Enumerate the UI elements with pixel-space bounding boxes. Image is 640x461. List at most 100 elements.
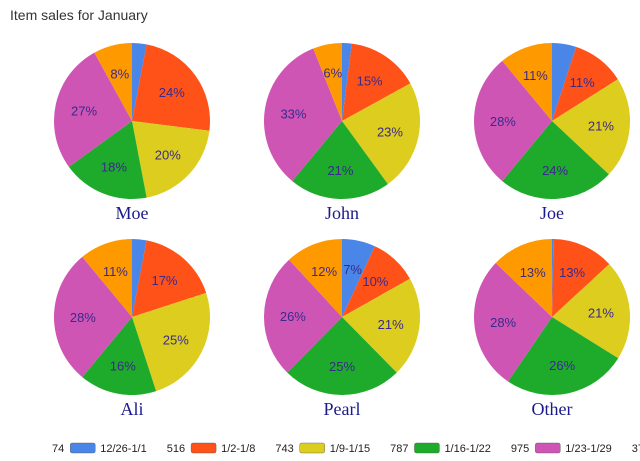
pie-slice[interactable] xyxy=(53,256,132,378)
slice-label: 26% xyxy=(549,358,575,373)
pie-joe: 11% 21% 24% 28% 11% Joe xyxy=(474,43,630,223)
slice-label: 21% xyxy=(588,119,614,134)
pie-slice[interactable] xyxy=(502,43,552,121)
slice-label: 33% xyxy=(280,106,306,121)
legend-total: 74 xyxy=(52,443,64,455)
slice-label: 20% xyxy=(155,148,181,163)
legend-item[interactable]: 743 1/9-1/15 xyxy=(275,442,370,455)
pie-slice[interactable] xyxy=(552,239,554,317)
pie-slice[interactable] xyxy=(502,121,609,200)
pie-slice[interactable] xyxy=(132,43,147,121)
legend-total: 374 xyxy=(632,443,640,455)
pie-slice[interactable] xyxy=(474,60,552,182)
pie-slice[interactable] xyxy=(342,43,352,121)
legend-swatch xyxy=(299,442,325,454)
legend-label: 1/16-1/22 xyxy=(444,443,490,455)
slice-label: 21% xyxy=(378,317,404,332)
pie-name: Other xyxy=(532,399,573,419)
slice-label: 13% xyxy=(520,265,546,280)
legend: 74 12/26-1/1 516 1/2-1/8 743 1/9-1/15 787 1/16-… xyxy=(52,442,640,455)
slice-label: 21% xyxy=(327,163,353,178)
slice-label: 12% xyxy=(311,264,337,279)
legend-item[interactable]: 3741/30-2/5 xyxy=(632,443,640,455)
legend-total: 975 xyxy=(511,443,529,455)
pie-slice[interactable] xyxy=(552,79,630,175)
slice-label: 24% xyxy=(159,85,185,100)
pie-slice[interactable] xyxy=(552,239,610,317)
pie-slice[interactable] xyxy=(292,121,388,200)
pie-moe: 24% 20% 18% 27% 8% Moe xyxy=(53,43,210,223)
legend-total: 743 xyxy=(275,443,293,455)
pie-slice[interactable] xyxy=(94,43,132,121)
slice-label: 23% xyxy=(377,125,403,140)
slice-label: 13% xyxy=(559,265,585,280)
pie-slice[interactable] xyxy=(68,121,147,199)
slice-label: 25% xyxy=(163,332,189,347)
slice-label: 28% xyxy=(70,310,96,325)
legend-swatch xyxy=(70,442,96,454)
pie-slice[interactable] xyxy=(263,259,342,373)
pie-slice[interactable] xyxy=(82,239,132,317)
slice-label: 6% xyxy=(323,66,342,81)
pie-name: Moe xyxy=(116,203,149,223)
pie-slice[interactable] xyxy=(342,246,410,317)
pie-ali: 17% 25% 16% 28% 11% Ali xyxy=(53,239,210,419)
legend-label: 1/23-1/29 xyxy=(565,443,611,455)
slice-label: 18% xyxy=(101,160,127,175)
pie-slice[interactable] xyxy=(552,43,577,121)
slice-label: 28% xyxy=(490,315,516,330)
slice-label: 25% xyxy=(329,359,355,374)
pie-slice[interactable] xyxy=(287,317,397,396)
slice-label: 10% xyxy=(362,274,388,289)
slice-label: 11% xyxy=(523,68,548,83)
pie-slice[interactable] xyxy=(263,48,342,182)
pie-slice[interactable] xyxy=(508,317,619,395)
legend-total: 787 xyxy=(390,443,408,455)
slice-label: 21% xyxy=(588,305,614,320)
pie-name: Joe xyxy=(540,203,564,223)
slice-label: 11% xyxy=(103,264,128,279)
pie-slice[interactable] xyxy=(289,239,342,317)
legend-item[interactable]: 516 1/2-1/8 xyxy=(167,442,256,455)
pie-slice[interactable] xyxy=(132,240,207,317)
pie-slice[interactable] xyxy=(53,52,132,167)
slice-label: 11% xyxy=(570,75,595,90)
slice-label: 26% xyxy=(280,309,306,324)
pie-slice[interactable] xyxy=(313,43,342,121)
pie-slice[interactable] xyxy=(552,264,631,359)
slice-label: 15% xyxy=(357,73,383,88)
slice-label: 17% xyxy=(151,273,177,288)
legend-item[interactable]: 74 12/26-1/1 xyxy=(52,442,147,455)
legend-item[interactable]: 787 1/16-1/22 xyxy=(390,442,491,455)
legend-swatch xyxy=(535,442,561,454)
pie-slice[interactable] xyxy=(132,239,147,317)
pie-slice[interactable] xyxy=(552,46,618,121)
legend-total: 516 xyxy=(167,443,185,455)
slice-label: 24% xyxy=(542,163,568,178)
pie-name: John xyxy=(325,203,359,223)
legend-label: 1/9-1/15 xyxy=(330,443,370,455)
pie-pearl: 7%10% 21% 25% 26% 12% Pearl xyxy=(263,239,421,419)
pie-name: Pearl xyxy=(324,399,361,419)
pie-slice[interactable] xyxy=(342,239,375,317)
pie-slice[interactable] xyxy=(473,263,552,382)
slice-label: 27% xyxy=(71,103,97,118)
pie-slice[interactable] xyxy=(132,121,210,198)
legend-label: 12/26-1/1 xyxy=(100,443,146,455)
pie-slice[interactable] xyxy=(132,292,210,392)
pie-john: 15% 23% 21% 33% 6% John xyxy=(263,43,420,223)
pie-slice[interactable] xyxy=(342,278,421,373)
legend-item[interactable]: 975 1/23-1/29 xyxy=(511,442,612,455)
pie-slice[interactable] xyxy=(82,317,157,396)
pie-slice[interactable] xyxy=(342,83,420,185)
pie-name: Ali xyxy=(120,399,143,419)
slice-label: 28% xyxy=(490,114,516,129)
slice-label: 8% xyxy=(110,66,129,81)
slice-label: 16% xyxy=(110,358,136,373)
pie-slice[interactable] xyxy=(495,239,552,317)
pie-slice[interactable] xyxy=(342,43,411,122)
pie-slice[interactable] xyxy=(132,44,210,131)
legend-swatch xyxy=(190,442,217,454)
chart-title: Item sales for January xyxy=(10,7,148,23)
